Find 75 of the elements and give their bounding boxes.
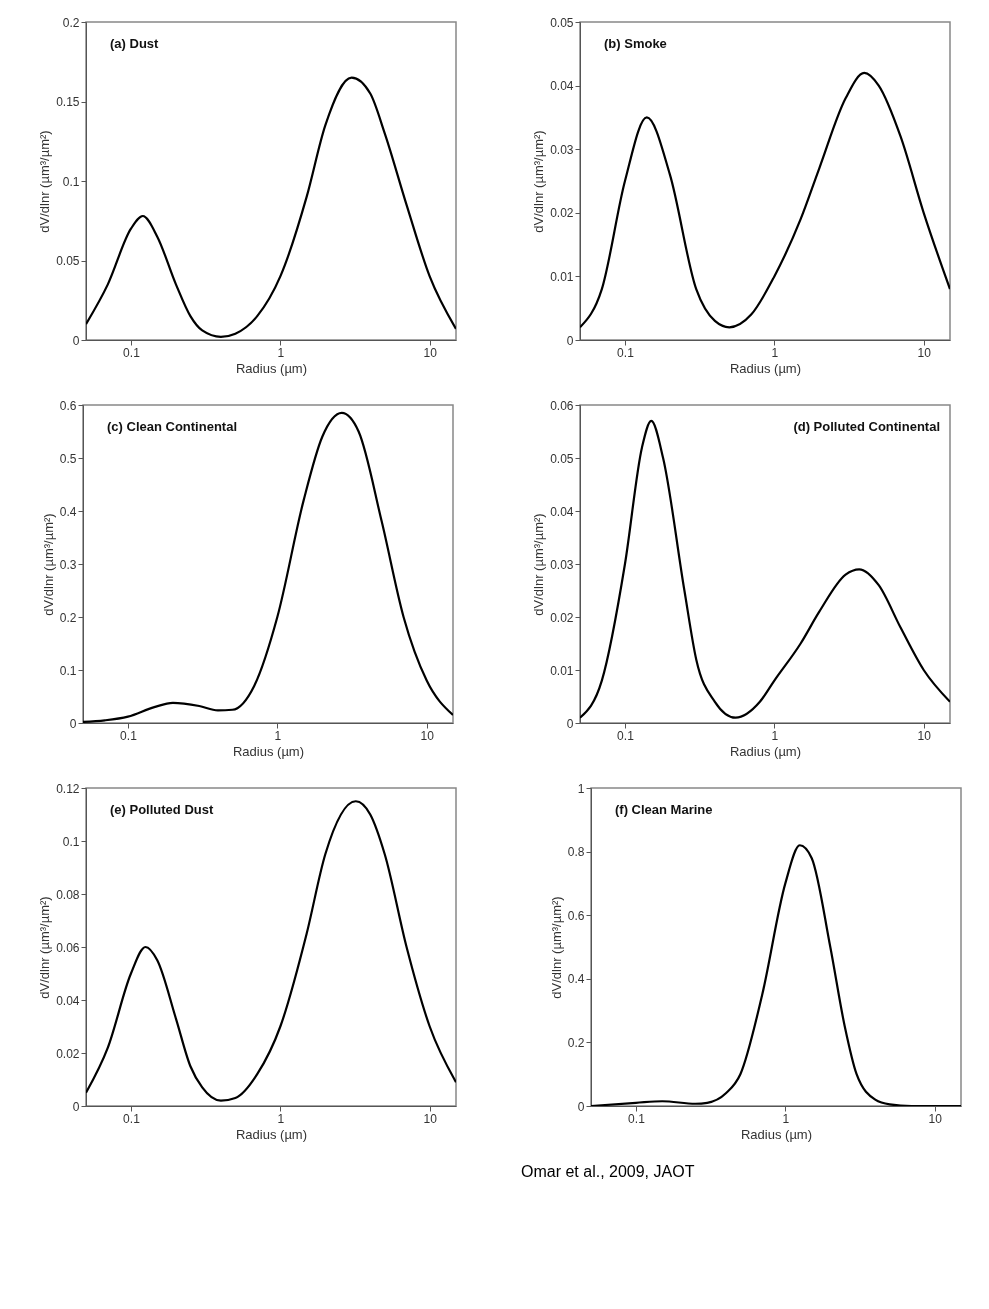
y-axis-title: dV/dlnr (µm³/µm²) [531,130,547,233]
x-axis-title: Radius (µm) [232,743,304,759]
x-tick-label: 0.1 [628,1111,646,1126]
y-tick-label: 0.1 [62,834,80,849]
y-tick-label: 0.4 [59,504,77,519]
y-tick-label: 0.06 [550,398,574,413]
y-tick-label: 0 [566,716,574,731]
y-tick-label: 0 [72,333,80,348]
y-tick-label: 0.6 [567,908,585,923]
x-tick-label: 10 [420,728,434,743]
y-tick-label: 0.12 [56,781,80,796]
x-tick-label: 0.1 [617,345,635,360]
y-tick-label: 0.3 [59,557,77,572]
x-axis-title: Radius (µm) [235,360,308,376]
x-tick-label: 10 [423,345,438,360]
y-tick-label: 0.06 [56,940,80,955]
x-tick-label: 1 [277,345,285,360]
y-tick-label: 0.01 [550,663,574,678]
text: (c) Clean Continental [106,419,237,434]
y-tick-label: 0.04 [550,504,574,519]
y-tick-label: 0.4 [567,972,585,987]
text: (b) Smoke [604,36,667,51]
y-tick-label: 0 [566,333,574,348]
y-tick-label: 0.02 [56,1046,80,1061]
x-axis-title: Radius (µm) [235,1126,308,1142]
y-tick-label: 0.15 [56,95,80,109]
y-tick-label: 0.2 [62,15,80,30]
y-tick-label: 0.03 [550,142,574,157]
x-tick-label: 1 [273,728,281,743]
y-tick-label: 0.08 [56,887,80,902]
y-tick-label: 0.2 [567,1035,585,1050]
x-tick-label: 0.1 [123,1111,141,1126]
y-tick-label: 0.01 [550,269,574,284]
y-axis-title: dV/dlnr (µm³/µm²) [548,896,564,999]
x-tick-label: 1 [782,1111,790,1126]
x-axis-title: Radius (µm) [740,1126,813,1142]
y-tick-label: 0 [72,1099,80,1114]
text: (a) Dust [110,36,160,51]
y-tick-label: 0.05 [550,451,574,466]
y-tick-label: 0.02 [550,206,574,221]
y-tick-label: 0.04 [550,79,574,94]
y-tick-label: 0.6 [59,398,77,413]
y-tick-label: 1 [577,781,585,796]
y-tick-label: 0.1 [59,663,77,678]
y-tick-label: 0 [69,716,77,731]
x-tick-label: 0.1 [617,728,635,743]
x-tick-label: 10 [917,728,932,743]
text: (f) Clean Marine [615,802,713,817]
y-tick-label: 0.2 [59,610,77,625]
x-tick-label: 10 [928,1111,943,1126]
y-axis-title: dV/dlnr (µm³/µm²) [37,130,53,233]
y-tick-label: 0.5 [59,451,77,466]
y-tick-label: 0.04 [56,993,80,1008]
y-tick-label: 0.02 [550,610,574,625]
y-tick-label: 0.03 [550,557,574,572]
y-tick-label: 0 [577,1099,585,1114]
x-tick-label: 0.1 [119,728,137,743]
x-tick-label: 1 [771,345,779,360]
y-axis-title: dV/dlnr (µm³/µm²) [37,896,53,999]
y-tick-label: 0.05 [56,254,80,268]
x-tick-label: 1 [771,728,779,743]
x-tick-label: 0.1 [123,345,141,360]
y-tick-label: 0.05 [550,15,574,30]
text: (e) Polluted Dust [110,802,214,817]
x-axis-title: Radius (µm) [729,360,802,376]
x-tick-label: 10 [917,345,932,360]
y-tick-label: 0.1 [62,174,80,189]
text: Omar et al., 2009, JAOT [521,1163,695,1180]
y-axis-title: dV/dlnr (µm³/µm²) [40,513,56,616]
x-tick-label: 1 [277,1111,285,1126]
x-axis-title: Radius (µm) [729,743,802,759]
y-axis-title: dV/dlnr (µm³/µm²) [531,513,547,616]
text: (d) Polluted Continental [793,419,940,434]
y-tick-label: 0.8 [567,845,585,860]
x-tick-label: 10 [423,1111,438,1126]
